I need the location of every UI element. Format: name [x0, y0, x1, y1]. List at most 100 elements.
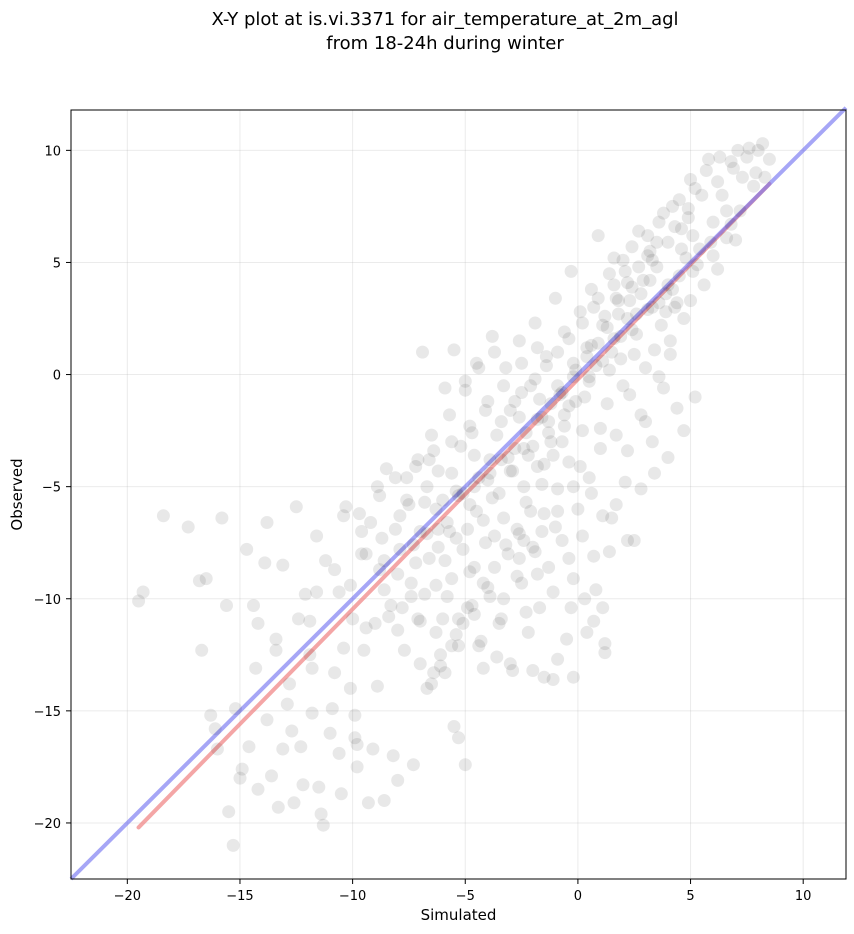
- data-point: [530, 412, 544, 426]
- data-point: [735, 170, 749, 184]
- data-point: [625, 240, 639, 254]
- data-point: [370, 679, 384, 693]
- data-point: [501, 451, 515, 464]
- data-point: [233, 771, 247, 785]
- data-point: [305, 706, 319, 720]
- data-point: [519, 495, 533, 509]
- data-point: [580, 350, 594, 364]
- data-point: [488, 345, 501, 359]
- data-point: [751, 143, 765, 157]
- data-point: [479, 536, 492, 550]
- data-point: [429, 625, 443, 639]
- data-point: [668, 300, 682, 314]
- data-point: [503, 464, 517, 478]
- data-point: [535, 410, 549, 424]
- data-point: [427, 444, 441, 458]
- data-point: [598, 646, 612, 660]
- data-point: [612, 307, 625, 321]
- y-tick-label: 5: [53, 256, 61, 271]
- chart-title-line2: from 18-24h during winter: [326, 33, 564, 54]
- data-point: [411, 453, 425, 467]
- data-point: [377, 583, 391, 597]
- data-point: [512, 410, 526, 424]
- data-point: [229, 702, 242, 716]
- data-point: [731, 143, 745, 157]
- y-tick-label: −15: [34, 705, 61, 720]
- data-point: [316, 818, 330, 832]
- data-point: [458, 758, 472, 772]
- data-point: [663, 334, 677, 348]
- data-point: [702, 152, 716, 166]
- data-point: [533, 601, 547, 615]
- data-point: [557, 408, 571, 422]
- data-point: [528, 316, 542, 330]
- data-point: [215, 511, 229, 525]
- data-point: [452, 489, 465, 503]
- x-tick-label: −20: [114, 889, 141, 904]
- data-point: [555, 435, 569, 449]
- data-point: [573, 460, 587, 473]
- data-point: [440, 590, 454, 603]
- data-point: [672, 193, 686, 207]
- data-point: [566, 572, 580, 586]
- data-point: [368, 616, 382, 630]
- data-point: [546, 585, 560, 599]
- data-point: [566, 480, 580, 494]
- data-point: [503, 403, 517, 417]
- data-point: [476, 661, 490, 675]
- data-point: [542, 426, 556, 440]
- data-point: [395, 601, 409, 615]
- data-point: [339, 500, 353, 514]
- data-point: [452, 639, 465, 653]
- x-tick-label: −5: [456, 889, 475, 904]
- data-point: [643, 273, 657, 287]
- data-point: [337, 641, 351, 655]
- data-point: [488, 560, 501, 574]
- data-point: [636, 273, 650, 287]
- x-axis-label: Simulated: [421, 906, 497, 924]
- data-point: [429, 502, 443, 516]
- data-point: [391, 623, 405, 637]
- data-point: [553, 388, 567, 402]
- data-point: [596, 601, 610, 615]
- data-point: [526, 540, 540, 554]
- data-point: [546, 673, 560, 686]
- data-point: [530, 341, 544, 355]
- data-point: [359, 621, 373, 635]
- one-to-one-line: [69, 106, 848, 881]
- data-point: [602, 363, 616, 377]
- data-point: [440, 516, 454, 529]
- data-point: [519, 605, 533, 619]
- data-point: [679, 251, 693, 265]
- data-point: [537, 507, 551, 521]
- data-point: [447, 720, 461, 733]
- data-point: [343, 578, 357, 592]
- data-point: [582, 374, 596, 388]
- data-point: [542, 560, 556, 574]
- data-point: [506, 464, 520, 478]
- data-point: [375, 531, 389, 545]
- data-point: [607, 332, 621, 346]
- data-point: [724, 217, 738, 231]
- data-point: [526, 664, 540, 677]
- data-point: [287, 796, 301, 810]
- data-point: [566, 356, 580, 370]
- y-tick-label: 0: [53, 369, 61, 384]
- data-point: [706, 249, 720, 263]
- data-point: [562, 455, 576, 469]
- data-point: [481, 473, 495, 487]
- data-point: [609, 428, 623, 442]
- data-point: [621, 276, 634, 290]
- data-point: [251, 616, 265, 630]
- data-point: [587, 614, 601, 628]
- data-point: [641, 249, 655, 263]
- data-point: [648, 466, 661, 480]
- data-point: [612, 294, 625, 308]
- data-point: [571, 502, 585, 516]
- data-point: [377, 554, 391, 568]
- data-point: [625, 280, 639, 294]
- data-point: [429, 578, 443, 592]
- y-tick-label: 10: [44, 144, 61, 159]
- data-point: [438, 554, 452, 568]
